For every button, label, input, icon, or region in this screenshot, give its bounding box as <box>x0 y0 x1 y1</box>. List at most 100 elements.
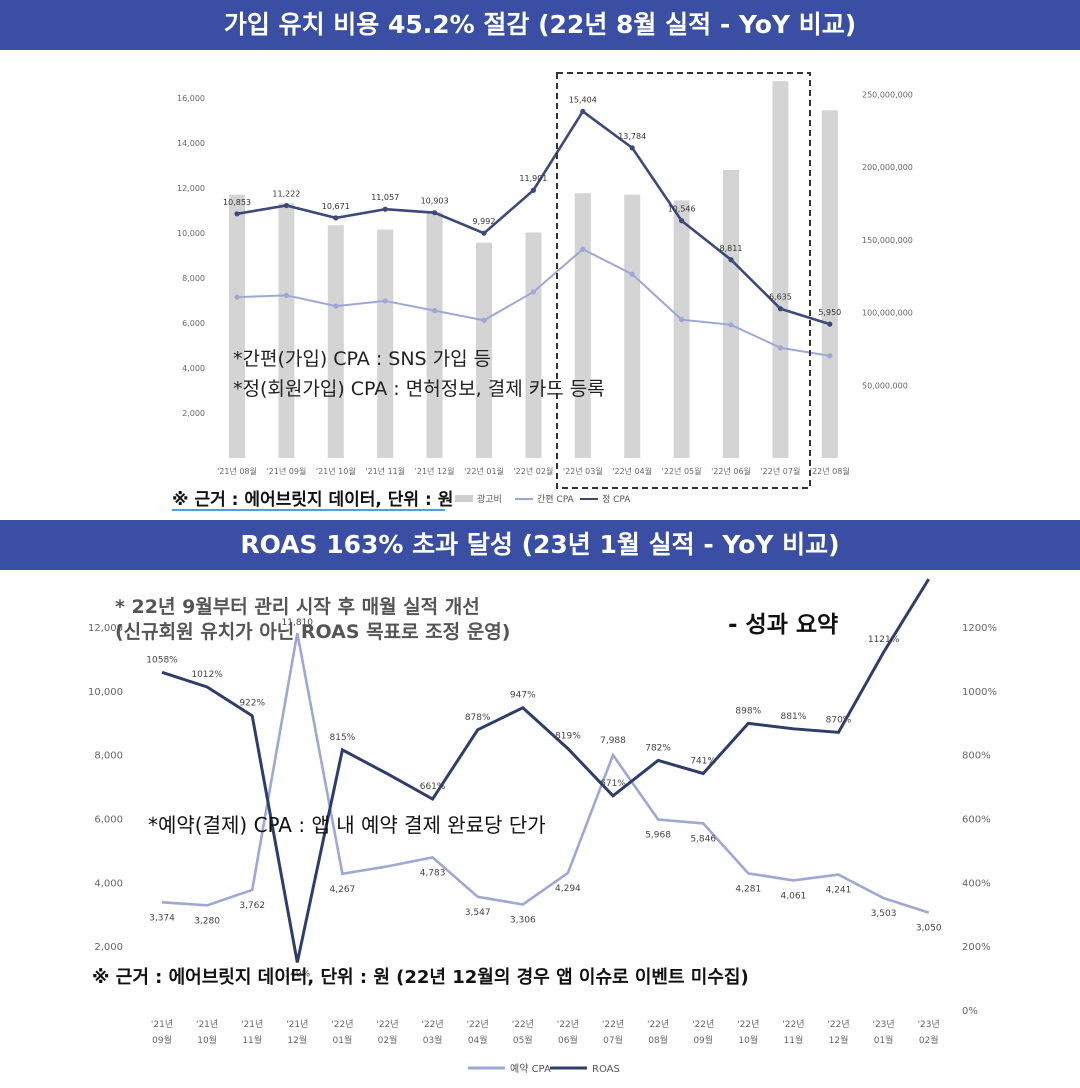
chart2-x-tick-label-month: 04월 <box>468 1034 488 1046</box>
chart1-left-tick-label: 2,000 <box>182 409 205 418</box>
full-cpa-point <box>679 218 685 224</box>
booking-cpa-data-label: 11,810 <box>282 618 314 628</box>
chart2-x-tick-label-year: '22년 <box>331 1019 353 1030</box>
booking-cpa-data-label: 3,503 <box>871 909 897 919</box>
chart1-plot-bg <box>175 60 855 515</box>
adspend-bar <box>574 193 591 458</box>
chart2-x-tick-label-year: '22년 <box>376 1019 398 1030</box>
full-cpa-data-label: 11,222 <box>272 190 300 199</box>
simple-cpa-point <box>679 317 685 323</box>
roas-data-label: 741% <box>690 756 716 766</box>
chart2-right-tick-label: 200% <box>962 942 991 953</box>
full-cpa-data-label: 9,992 <box>473 217 496 226</box>
chart1-x-tick-label: '22년 06월 <box>711 466 751 476</box>
chart2-plot-bg <box>78 590 968 1080</box>
chart1-x-tick-label: '21년 11월 <box>365 466 405 476</box>
chart2-x-tick-label-month: 12월 <box>287 1034 307 1046</box>
chart2-left-tick-label: 6,000 <box>94 815 123 826</box>
full-cpa-data-label: 10,853 <box>223 198 251 207</box>
adspend-bar <box>278 203 295 458</box>
chart1-note-2: *정(회원가입) CPA : 면허정보, 결제 카드 등록 <box>233 378 605 400</box>
chart1-x-tick-label: '22년 04월 <box>612 466 652 476</box>
simple-cpa-point <box>283 292 289 298</box>
chart2-x-tick-label-month: 08월 <box>648 1034 668 1046</box>
legend-label-full-cpa: 정 CPA <box>602 494 631 505</box>
booking-cpa-data-label: 4,241 <box>826 886 852 896</box>
chart2-left-tick-label: 12,000 <box>88 623 123 634</box>
chart2-x-tick-label-year: '22년 <box>557 1019 579 1030</box>
chart2-x-tick-label-year: '21년 <box>196 1019 218 1030</box>
chart1-x-tick-label: '22년 03월 <box>563 466 603 476</box>
chart2-summary-heading: - 성과 요약 <box>728 612 838 638</box>
chart1-legend: 광고비 간편 CPA 정 CPA <box>455 493 631 505</box>
adspend-bar <box>426 212 443 458</box>
chart1-left-tick-label: 4,000 <box>182 364 205 373</box>
legend-label-booking-cpa: 예약 CPA <box>510 1063 551 1075</box>
booking-cpa-data-label: 3,306 <box>510 915 536 925</box>
roas-data-label: 947% <box>510 691 536 701</box>
full-cpa-data-label: 6,635 <box>769 293 792 302</box>
chart1-note-1: *간편(가입) CPA : SNS 가입 등 <box>233 348 491 370</box>
highlight-dashed-box <box>556 72 811 489</box>
roas-data-label: 870% <box>826 715 852 725</box>
roas-data-label: 661% <box>420 782 446 792</box>
roas-data-label: 1012% <box>191 670 223 680</box>
roas-data-label: 922% <box>239 699 265 709</box>
chart1-source-note: ※ 근거 : 에어브릿지 데이터, 단위 : 원 <box>172 490 453 510</box>
full-cpa-data-label: 8,811 <box>720 244 743 253</box>
chart1-left-tick-label: 14,000 <box>177 139 205 148</box>
chart1-left-tick-label: 10,000 <box>177 229 205 238</box>
chart2-x-tick-label-month: 06월 <box>558 1034 578 1046</box>
chart2-x-tick-label-month: 10월 <box>738 1034 758 1046</box>
chart2-note-mid: *예약(결제) CPA : 앱 내 예약 결제 완료당 단가 <box>148 813 546 837</box>
chart2-note-top-2: (신규회원 유치가 아닌 ROAS 목표로 조정 운영) <box>115 621 510 643</box>
legend-label-simple-cpa: 간편 CPA <box>537 493 575 505</box>
adspend-bar <box>525 232 542 458</box>
legend-swatch-adspend <box>455 495 473 502</box>
chart2-right-tick-label: 1000% <box>962 687 997 698</box>
full-cpa-point <box>333 215 339 221</box>
simple-cpa-point <box>481 317 487 323</box>
adspend-bar <box>772 81 789 458</box>
chart2-x-tick-label-month: 11월 <box>242 1034 262 1046</box>
roas-data-label: 878% <box>465 713 491 723</box>
booking-cpa-line <box>161 632 930 914</box>
roas-data-label: 671% <box>600 779 626 789</box>
chart1-x-tick-label: '21년 12월 <box>415 466 455 476</box>
chart2-x-tick-label-year: '22년 <box>602 1019 624 1030</box>
chart1-x-tick-label: '21년 10월 <box>316 466 356 476</box>
chart2-left-tick-label: 2,000 <box>94 942 123 953</box>
chart2-x-tick-label-year: '22년 <box>467 1019 489 1030</box>
chart2-x-tick-label-month: 02월 <box>919 1034 939 1046</box>
full-cpa-data-label: 10,546 <box>668 205 696 214</box>
full-cpa-point <box>580 108 586 115</box>
chart2-x-tick-label-month: 03월 <box>423 1034 443 1046</box>
chart2-x-tick-label-month: 11월 <box>784 1034 804 1046</box>
chart2-source-note: ※ 근거 : 에어브릿지 데이터, 단위 : 원 (22년 12월의 경우 앱 … <box>92 967 749 988</box>
booking-cpa-data-label: 3,762 <box>239 901 265 911</box>
chart2-left-tick-label: 4,000 <box>94 878 123 889</box>
adspend-bar <box>229 194 245 458</box>
chart1-left-tick-label: 6,000 <box>182 319 205 328</box>
chart2-x-tick-label-year: '22년 <box>737 1019 759 1030</box>
simple-cpa-point <box>629 271 635 277</box>
chart2-x-tick-label-month: 02월 <box>378 1034 398 1046</box>
chart2-x-tick-label-year: '22년 <box>827 1019 849 1030</box>
full-cpa-data-label: 10,903 <box>421 197 449 206</box>
full-cpa-point <box>777 306 784 312</box>
chart2-x-tick-label-month: 09월 <box>152 1034 172 1046</box>
full-cpa-point <box>382 206 388 212</box>
booking-cpa-data-label: 4,294 <box>555 884 581 894</box>
chart1-x-tick-label: '21년 09월 <box>266 466 306 476</box>
adspend-bar <box>723 169 739 458</box>
chart1-right-tick-label: 150,000,000 <box>862 236 913 245</box>
adspend-bar <box>476 242 492 458</box>
simple-cpa-point <box>382 298 388 304</box>
chart1-right-tick-label: 200,000,000 <box>862 163 913 172</box>
chart1-left-tick-label: 12,000 <box>177 184 205 193</box>
chart2-x-tick-label-year: '23년 <box>872 1019 894 1030</box>
roas-data-label: 149% <box>284 969 310 979</box>
chart2-x-tick-label-year: '21년 <box>286 1019 308 1030</box>
simple-cpa-point <box>333 303 339 309</box>
roas-chart: 12,000 10,000 8,000 6,000 4,000 2,000 1200% 100… <box>78 578 997 1080</box>
